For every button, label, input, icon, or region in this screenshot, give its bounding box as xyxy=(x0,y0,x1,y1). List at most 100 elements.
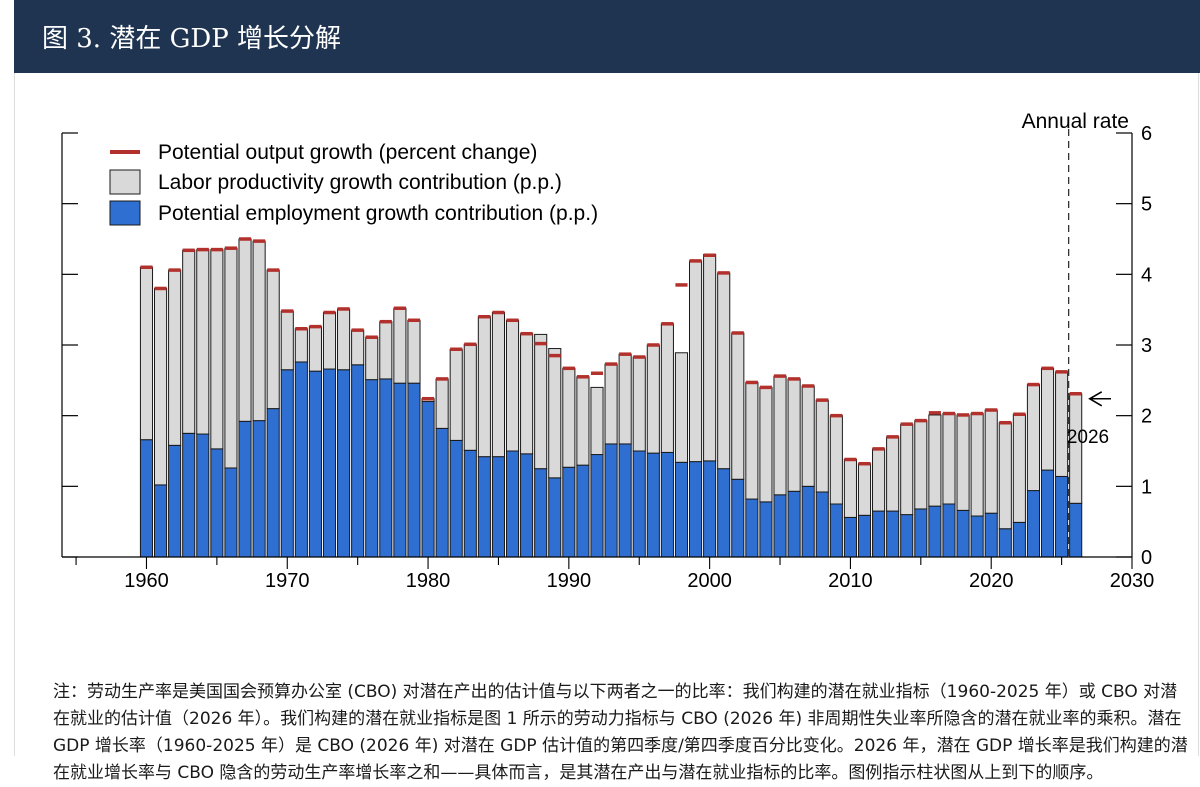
bar-employment-1967 xyxy=(238,420,252,558)
bar-employment-1977 xyxy=(379,378,393,558)
bar-employment-1966 xyxy=(224,467,238,558)
y-tick-label-4: 4 xyxy=(1141,264,1152,286)
chart: 0 1 2 3 4 5 6 1960 1970 1980 1990 2000 2010 2020 2030 A… xyxy=(61,110,1154,592)
bar-employment-1998 xyxy=(674,461,689,558)
x-tick-label-1970: 1970 xyxy=(265,570,310,592)
bar-employment-1970 xyxy=(280,369,294,558)
bar-employment-2014 xyxy=(900,514,914,558)
bar-productivity-1979 xyxy=(407,319,421,384)
bar-employment-1969 xyxy=(266,408,280,558)
bar-productivity-1999 xyxy=(688,260,703,463)
bar-employment-2007 xyxy=(801,485,815,558)
x-tick-label-2020: 2020 xyxy=(969,570,1014,592)
bar-productivity-2012 xyxy=(872,448,886,512)
bar-productivity-1991 xyxy=(576,376,590,466)
bar-productivity-1994 xyxy=(618,353,632,445)
bar-employment-2015 xyxy=(914,508,928,558)
bar-employment-2021 xyxy=(998,528,1012,558)
annotation-2026: 2026 xyxy=(1067,427,1109,448)
chart-panel: 0 1 2 3 4 5 6 1960 1970 1980 1990 2000 2010 2020 2030 A… xyxy=(14,73,1199,783)
bar-productivity-2023 xyxy=(1026,384,1041,492)
bar-productivity-1981 xyxy=(435,378,449,429)
bar-productivity-2018 xyxy=(956,414,970,511)
bar-employment-1984 xyxy=(477,456,491,558)
bar-productivity-2024 xyxy=(1040,367,1055,471)
x-tick-label-1990: 1990 xyxy=(547,570,592,592)
bar-employment-2002 xyxy=(731,478,745,558)
bar-productivity-1998 xyxy=(674,352,689,463)
bar-employment-2025 xyxy=(1055,475,1069,558)
bar-productivity-1974 xyxy=(337,308,351,371)
chart-note: 注：劳动生产率是美国国会预算办公室 (CBO) 对潜在产出的估计值与以下两者之一… xyxy=(53,682,1188,783)
bar-employment-1990 xyxy=(562,466,576,558)
bar-employment-1999 xyxy=(688,461,703,558)
bar-productivity-2009 xyxy=(829,415,843,505)
bar-productivity-2013 xyxy=(886,436,900,512)
bar-productivity-1967 xyxy=(238,238,252,422)
y-tick-label-0: 0 xyxy=(1141,547,1152,569)
annotation-arrow-head xyxy=(1088,391,1103,407)
bar-productivity-2007 xyxy=(801,385,815,487)
figure-title: 图 3. 潜在 GDP 增长分解 xyxy=(42,24,341,54)
bar-productivity-2008 xyxy=(815,399,829,493)
bar-employment-2023 xyxy=(1026,490,1041,558)
bar-employment-2018 xyxy=(956,509,970,558)
bar-productivity-1978 xyxy=(393,307,407,384)
bar-productivity-1971 xyxy=(294,328,308,363)
bar-employment-2010 xyxy=(843,516,857,558)
bar-employment-1964 xyxy=(196,433,210,558)
bar-employment-1989 xyxy=(548,477,562,558)
bar-productivity-1988 xyxy=(534,333,548,470)
bar-productivity-1995 xyxy=(632,356,646,452)
bar-productivity-1972 xyxy=(308,326,322,372)
bar-productivity-1976 xyxy=(365,336,379,381)
bar-employment-1960 xyxy=(139,439,154,558)
bar-productivity-2003 xyxy=(745,381,759,500)
y-tick-label-3: 3 xyxy=(1141,335,1152,357)
bar-productivity-2015 xyxy=(914,420,928,510)
bar-productivity-1986 xyxy=(505,319,520,452)
bar-employment-2001 xyxy=(717,468,731,558)
bar-productivity-2004 xyxy=(759,386,773,503)
bar-employment-1997 xyxy=(660,451,674,558)
bar-employment-2016 xyxy=(928,505,942,558)
legend-label-2: Potential employment growth contribution… xyxy=(158,202,598,225)
bar-employment-1980 xyxy=(421,401,435,558)
bar-productivity-1965 xyxy=(210,249,224,450)
title-bar: 图 3. 潜在 GDP 增长分解 xyxy=(14,0,1200,73)
bar-productivity-2019 xyxy=(970,413,984,517)
bar-productivity-1990 xyxy=(562,367,576,468)
bar-employment-1996 xyxy=(646,452,660,558)
bar-employment-2026 xyxy=(1069,502,1083,558)
bar-employment-1988 xyxy=(534,468,548,558)
bar-employment-2011 xyxy=(857,514,872,558)
x-tick-label-2000: 2000 xyxy=(687,570,732,592)
bar-employment-2006 xyxy=(787,490,801,558)
bar-productivity-2006 xyxy=(787,378,801,492)
bar-productivity-1963 xyxy=(182,249,196,434)
bar-employment-2020 xyxy=(984,512,998,558)
y-tick-label-1: 1 xyxy=(1141,476,1152,498)
bar-employment-2003 xyxy=(745,498,759,558)
bar-productivity-1993 xyxy=(604,363,618,445)
bar-employment-1993 xyxy=(604,443,618,558)
bar-employment-1991 xyxy=(576,464,590,558)
bar-productivity-1964 xyxy=(196,249,210,435)
bar-productivity-1970 xyxy=(280,310,294,371)
legend-label-1: Labor productivity growth contribution (… xyxy=(158,171,562,194)
bar-productivity-2010 xyxy=(843,458,857,518)
bar-productivity-1969 xyxy=(266,269,280,410)
bar-employment-2004 xyxy=(759,501,773,558)
bar-productivity-2001 xyxy=(717,272,731,470)
bar-employment-1981 xyxy=(435,427,449,558)
bar-employment-2019 xyxy=(970,515,984,558)
bar-productivity-2016 xyxy=(928,414,942,507)
bar-productivity-2026 xyxy=(1069,393,1083,504)
bar-productivity-1975 xyxy=(351,329,365,366)
bar-employment-1965 xyxy=(210,448,224,558)
bar-productivity-1984 xyxy=(477,316,491,458)
bar-employment-1992 xyxy=(590,454,604,558)
bar-employment-1975 xyxy=(351,364,365,558)
bar-productivity-1962 xyxy=(168,269,182,446)
legend-swatch-employment xyxy=(109,200,141,226)
